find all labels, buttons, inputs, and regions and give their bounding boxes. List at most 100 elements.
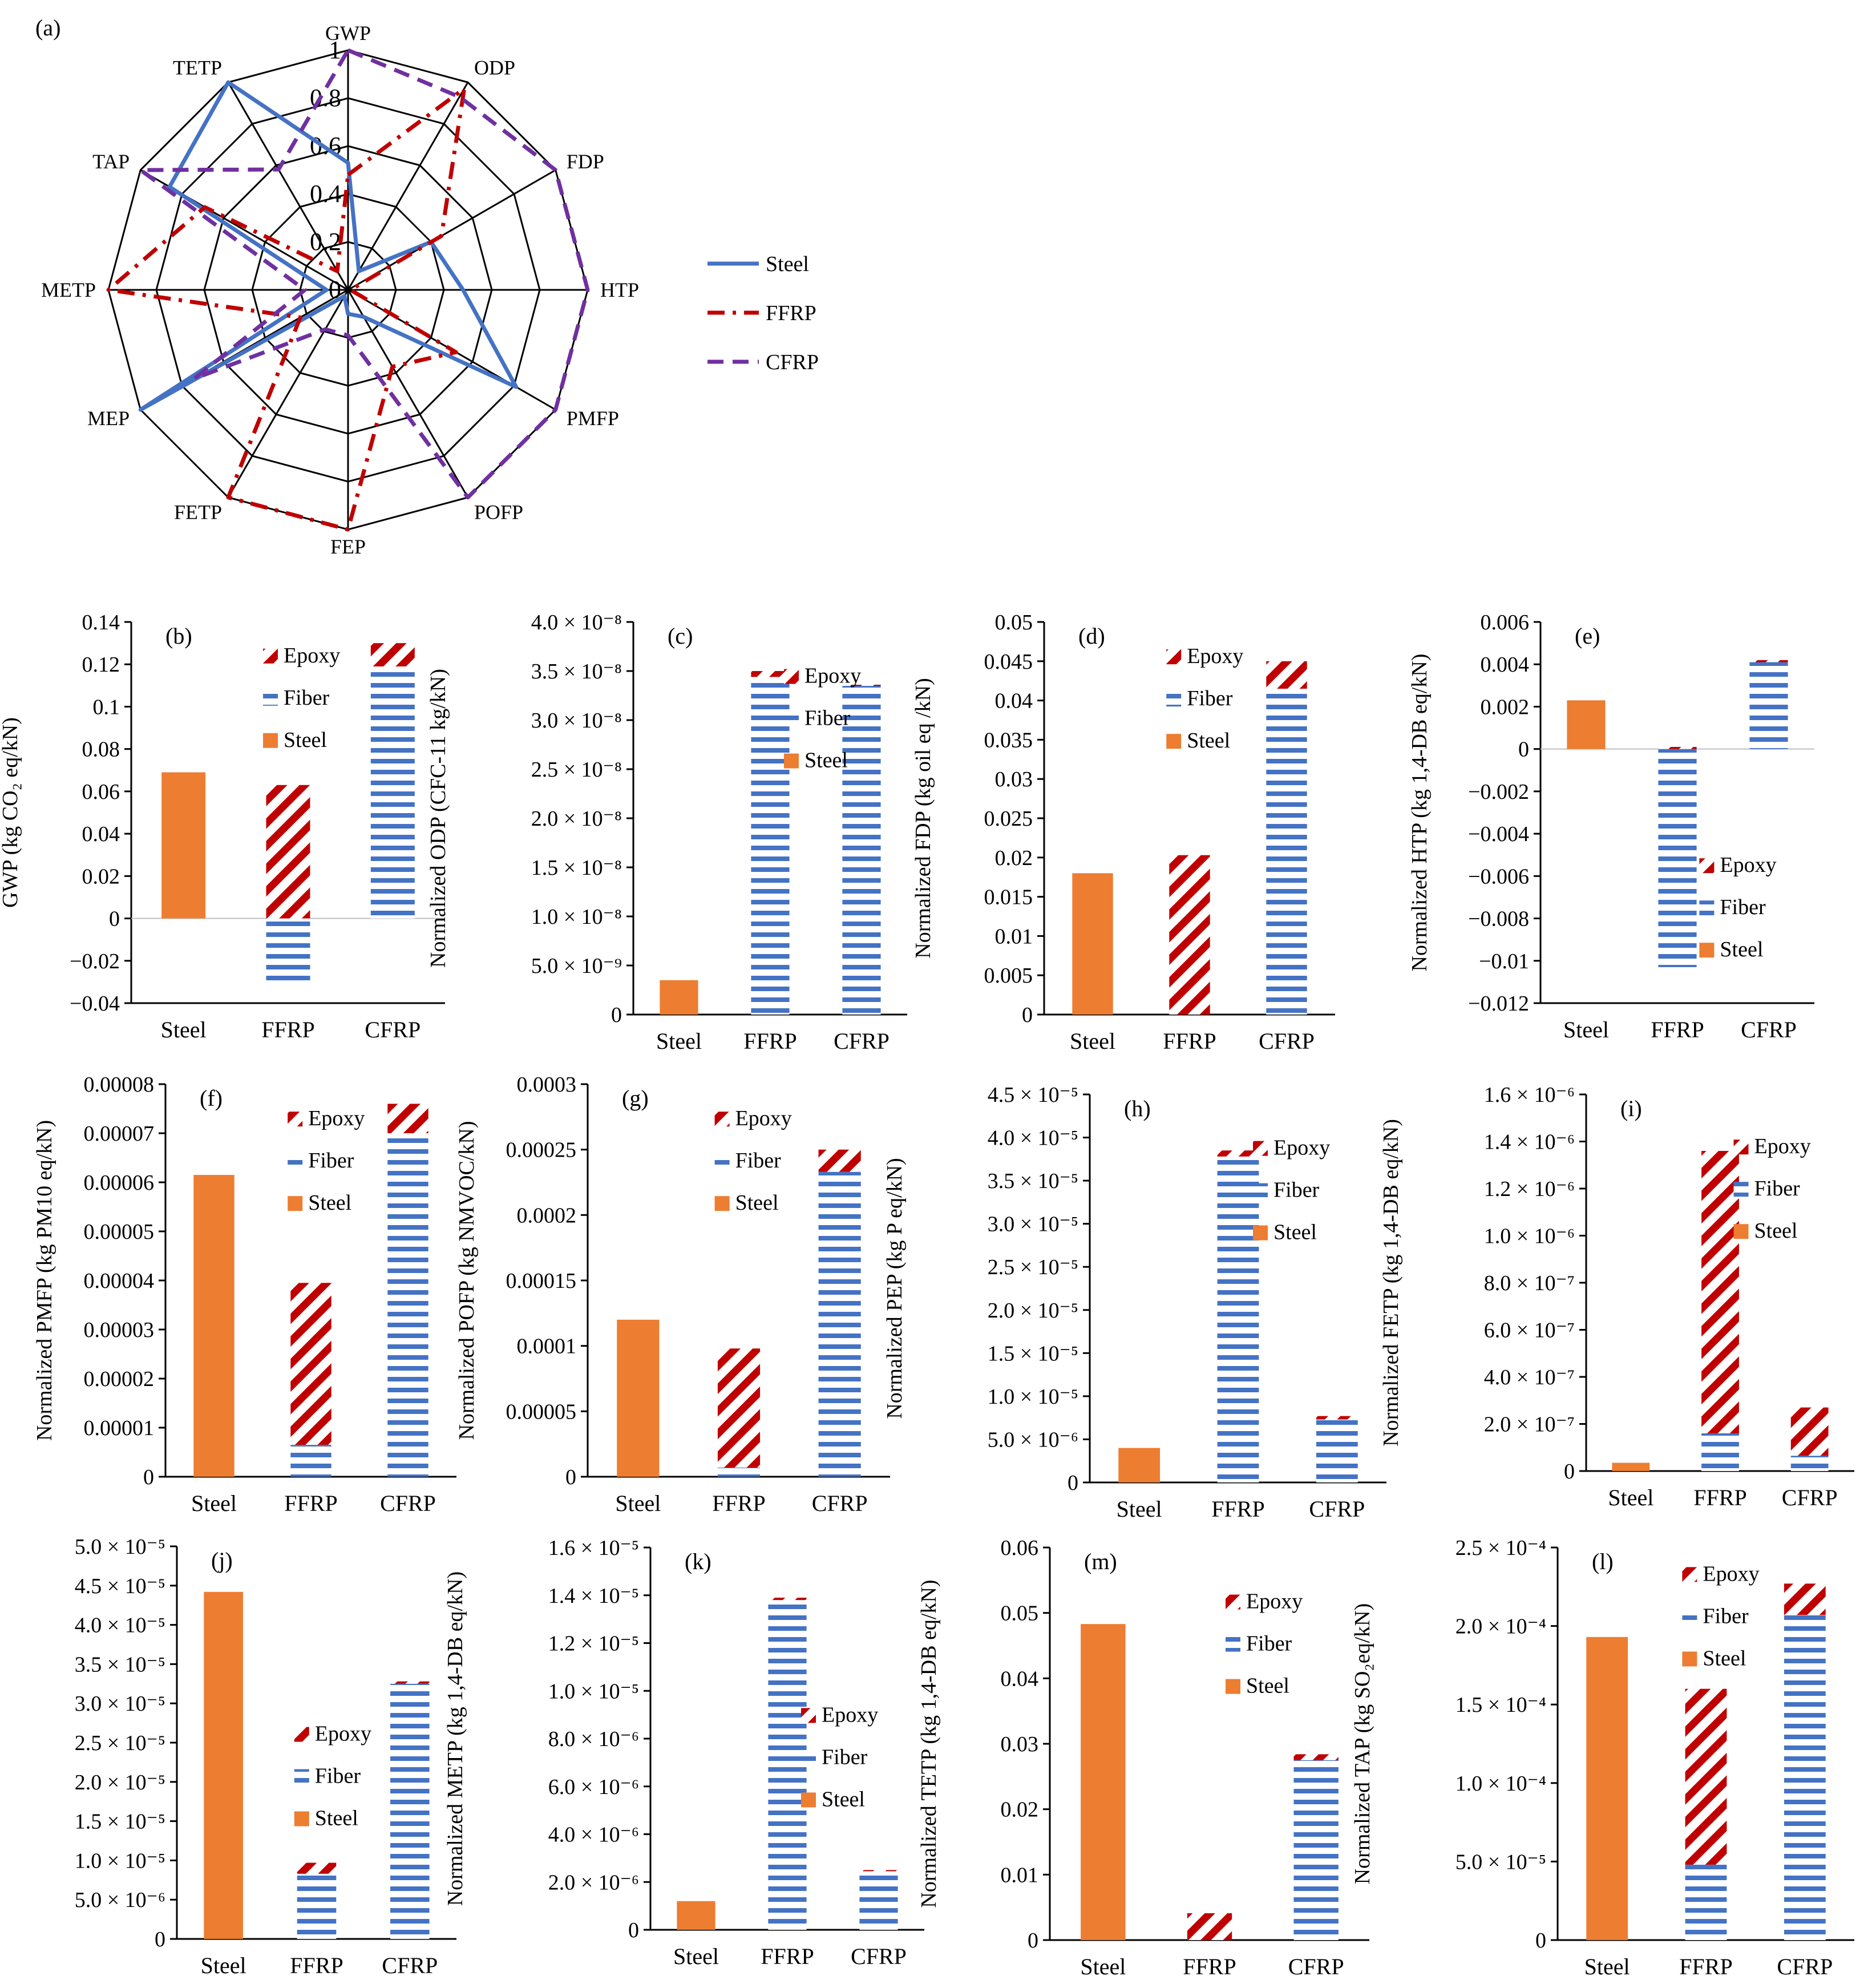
bar-epoxy-cfrp [387, 1104, 428, 1133]
legend-swatch-steel [714, 1196, 730, 1211]
y-tick-label: 0.1 [93, 695, 120, 719]
legend-swatch-steel [294, 1811, 309, 1827]
bar-epoxy-cfrp [1749, 660, 1788, 662]
radar-series-ffrp [106, 86, 467, 532]
y-tick-label: 4.0 × 10⁻⁷ [1484, 1365, 1575, 1389]
x-tick-label: CFRP [1741, 1017, 1797, 1043]
y-tick-label: 0.05 [1001, 1602, 1039, 1626]
y-tick-label: 0.002 [1481, 695, 1530, 719]
y-tick-label: −0.04 [70, 992, 120, 1016]
y-tick-label: 3.5 × 10⁻⁵ [988, 1169, 1078, 1193]
y-tick-label: −0.012 [1468, 992, 1529, 1016]
legend-label: Fiber [1720, 895, 1766, 919]
radar-axis-label: FDP [567, 150, 604, 173]
x-tick-label: Steel [161, 1017, 207, 1043]
y-tick-label: 3.5 × 10⁻⁵ [75, 1652, 165, 1676]
legend-label: Steel [822, 1787, 865, 1811]
y-tick-label: 0.08 [82, 738, 120, 762]
y-tick-label: 0.02 [1001, 1798, 1039, 1822]
legend-label: Epoxy [1246, 1590, 1303, 1614]
y-tick-label: 4.0 × 10⁻⁶ [548, 1823, 639, 1847]
x-tick-label: FFRP [1693, 1485, 1746, 1510]
y-tick-label: 0.02 [995, 846, 1033, 870]
y-tick-label: 1.5 × 10⁻⁵ [988, 1342, 1078, 1365]
y-tick-label: 3.5 × 10⁻⁸ [531, 660, 622, 684]
legend-label: Steel [804, 749, 848, 773]
radar-tick-label: 0 [329, 276, 341, 304]
y-tick-label: 0.00005 [84, 1220, 155, 1244]
y-axis-title: Normalized FDP (kg oil eq /kN) [911, 678, 935, 958]
x-tick-label: CFRP [380, 1490, 436, 1516]
y-tick-label: 2.5 × 10⁻⁵ [988, 1255, 1078, 1279]
x-tick-label: Steel [1563, 1017, 1609, 1043]
x-tick-label: FFRP [1211, 1496, 1264, 1522]
bar-fiber-ffrp [266, 918, 310, 982]
y-tick-label: 4.0 × 10⁻⁵ [75, 1614, 165, 1638]
bar-fiber-cfrp [1266, 688, 1307, 1015]
bar-fiber-cfrp [1293, 1760, 1339, 1940]
y-tick-label: 0.04 [995, 689, 1033, 713]
bar-chart-i: 0 2.0 × 10⁻⁷ 4.0 × 10⁻⁷ 6.0 × 10⁻⁷ 8.0 × 10⁻… [1379, 1083, 1854, 1510]
legend-label: Fiber [308, 1149, 354, 1173]
bar-chart-d: 0 0.005 0.01 0.015 0.02 0.025 0.03 0.035 0.04 0.0… [911, 611, 1335, 1054]
y-tick-label: 0.015 [984, 886, 1033, 910]
legend-swatch-steel [1682, 1651, 1697, 1667]
y-tick-label: 5.0 × 10⁻⁶ [75, 1888, 165, 1912]
y-tick-label: 2.0 × 10⁻⁴ [1455, 1615, 1546, 1639]
radar-axis-label: FETP [174, 501, 222, 524]
radar-series-cfrp [138, 48, 590, 500]
legend-swatch-steel [801, 1792, 816, 1808]
bar-epoxy-ffrp [768, 1597, 807, 1601]
bar-epoxy-ffrp [1701, 1151, 1739, 1433]
panel-label-m: (m) [1084, 1549, 1117, 1574]
y-tick-label: 5.0 × 10⁻⁹ [531, 954, 622, 978]
y-tick-label: 4.0 × 10⁻⁸ [531, 611, 622, 635]
bar-fiber-cfrp [859, 1871, 898, 1930]
y-tick-label: −0.006 [1468, 864, 1529, 888]
y-tick-label: 0.12 [82, 653, 120, 677]
bar-chart-g: 0 0.00005 0.0001 0.00015 0.0002 0.00025 0.0003… [455, 1073, 890, 1516]
legend-swatch-fiber [294, 1769, 309, 1784]
legend-label: Steel [1246, 1674, 1289, 1698]
y-tick-label: 0.005 [984, 964, 1033, 988]
radar-spoke [227, 289, 349, 498]
y-tick-label: 1.0 × 10⁻⁵ [548, 1679, 639, 1703]
radar-axis-label: TETP [173, 56, 222, 79]
y-axis-title: Normalized METP (kg 1,4-DB eq/kN) [443, 1571, 467, 1906]
y-tick-label: −0.008 [1468, 907, 1529, 931]
legend-swatch-epoxy [1253, 1141, 1268, 1156]
y-tick-label: 0.01 [995, 924, 1033, 948]
legend-label: Steel [1720, 938, 1763, 961]
y-tick-label: 0.0003 [517, 1073, 577, 1097]
y-tick-label: 0.03 [1001, 1732, 1039, 1756]
panel-label-b: (b) [165, 623, 192, 649]
y-tick-label: 3.0 × 10⁻⁵ [75, 1692, 165, 1716]
y-tick-label: 1.4 × 10⁻⁵ [548, 1584, 639, 1608]
y-tick-label: 0.04 [82, 822, 120, 846]
x-tick-label: FFRP [1183, 1954, 1236, 1979]
bar-fiber-cfrp [1749, 662, 1788, 749]
legend-label: Fiber [822, 1745, 868, 1769]
y-tick-label: 2.5 × 10⁻⁸ [531, 758, 622, 782]
bar-epoxy-cfrp [842, 685, 881, 686]
y-tick-label: 0.006 [1481, 611, 1530, 635]
x-tick-label: Steel [1584, 1954, 1630, 1979]
legend-label: Epoxy [1273, 1136, 1330, 1160]
y-tick-label: 0.0001 [517, 1335, 577, 1359]
panel-label-e: (e) [1575, 623, 1600, 649]
bar-fiber-ffrp [1701, 1433, 1739, 1471]
legend-label: Epoxy [1720, 853, 1776, 877]
y-tick-label: 0.03 [995, 767, 1033, 791]
bar-epoxy-ffrp [290, 1283, 331, 1445]
legend-swatch-epoxy [288, 1112, 303, 1127]
x-tick-label: CFRP [1259, 1028, 1315, 1054]
y-axis-title: Normalized HTP (kg 1,4-DB eq/kN) [1408, 654, 1432, 972]
y-tick-label: 1.0 × 10⁻⁸ [531, 905, 622, 929]
bar-chart-e: −0.012 −0.01 −0.008 −0.006 −0.004 −0.002 0 0.00… [1408, 611, 1814, 1043]
legend-swatch-epoxy [801, 1708, 816, 1723]
bar-steel-steel [161, 772, 206, 919]
y-tick-label: 1.0 × 10⁻⁵ [75, 1849, 165, 1873]
panel-label-i: (i) [1620, 1096, 1642, 1121]
y-tick-label: 0.00003 [84, 1318, 155, 1342]
y-tick-label: 0.00006 [84, 1171, 155, 1195]
